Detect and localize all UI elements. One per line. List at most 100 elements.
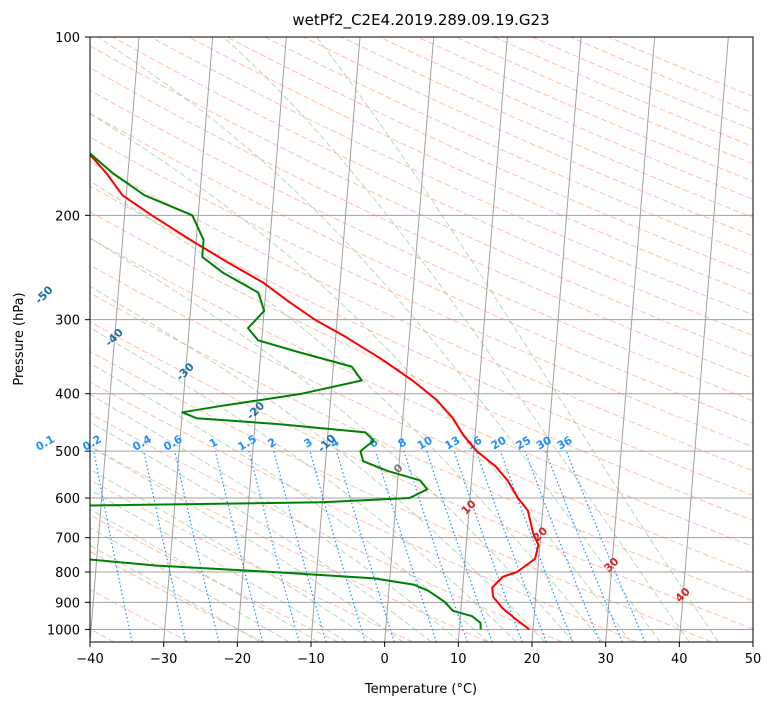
mixing-ratio-label: 0.6 xyxy=(161,432,185,453)
x-tick-label: −30 xyxy=(150,652,177,667)
moist-adiabat xyxy=(97,37,661,642)
moist-adiabat xyxy=(316,37,719,642)
mixing-ratio-label: 30 xyxy=(534,433,554,452)
moist-adiabat xyxy=(223,37,690,642)
moist-adiabat xyxy=(90,527,290,642)
mixing-ratio-labels: 0.1 0.2 0.4 0.6 1 1.5 2 3 4 6 8 10 13 16 20 25 30 36 xyxy=(34,432,575,453)
mixing-ratio-line xyxy=(499,450,574,642)
mixing-ratio-label: 8 xyxy=(396,436,409,451)
mixing-ratio-label: 20 xyxy=(489,433,509,452)
dry-adiabat xyxy=(188,37,753,296)
isotherm-line xyxy=(752,635,753,642)
mixing-ratio-line xyxy=(403,450,469,642)
isotherm-label: 10 xyxy=(459,497,479,517)
dewpoint-line xyxy=(90,152,482,630)
mixing-ratio-label: 2 xyxy=(265,436,278,451)
moist-adiabat xyxy=(90,180,603,642)
moist-adiabat xyxy=(90,393,461,642)
isotherm-line xyxy=(310,37,361,642)
mixing-ratio-lines xyxy=(93,450,646,642)
y-tick-label: 700 xyxy=(55,532,80,547)
isotherm-line xyxy=(605,37,656,642)
moist-adiabat xyxy=(90,112,632,642)
moist-adiabat xyxy=(90,508,319,642)
chart-title: wetPf2_C2E4.2019.289.09.19.G23 xyxy=(292,11,549,30)
moist-adiabat xyxy=(90,544,261,642)
mixing-ratio-line xyxy=(273,450,327,642)
mixing-ratio-label: 36 xyxy=(555,433,575,452)
isotherm-line xyxy=(163,37,214,642)
mixing-ratio-label: 0.1 xyxy=(34,433,57,454)
y-tick-label: 800 xyxy=(55,566,80,581)
dry-adiabat xyxy=(90,160,753,472)
mixing-ratio-line xyxy=(143,450,187,642)
x-tick-label: −40 xyxy=(76,652,103,667)
x-axis-ticks: −40 −30 −20 −10 0 10 20 30 40 50 xyxy=(76,642,761,667)
y-tick-label: 1000 xyxy=(47,623,80,638)
mixing-ratio-line xyxy=(426,450,493,642)
moist-adiabats xyxy=(90,37,719,642)
isobars xyxy=(90,214,753,630)
isotherm-label: -30 xyxy=(174,360,197,383)
moist-adiabat xyxy=(90,362,489,642)
dry-adiabat xyxy=(90,292,753,602)
mixing-ratio-line xyxy=(475,450,547,642)
isotherm-line xyxy=(236,37,287,642)
moist-adiabat xyxy=(90,468,376,642)
dry-adiabat xyxy=(90,381,638,642)
y-tick-label: 300 xyxy=(55,314,80,329)
dry-adiabat xyxy=(608,37,753,97)
x-tick-label: 40 xyxy=(671,652,688,667)
dry-adiabat xyxy=(90,445,488,642)
dry-adiabat xyxy=(226,37,753,276)
mixing-ratio-line xyxy=(453,450,523,642)
mixing-ratio-line xyxy=(214,450,264,642)
dry-adiabat xyxy=(531,37,753,131)
y-tick-label: 400 xyxy=(55,388,80,403)
mixing-ratio-line xyxy=(565,450,646,642)
dry-adiabat xyxy=(150,37,753,316)
mixing-ratio-label: 1 xyxy=(207,436,220,451)
moist-adiabat xyxy=(90,421,432,642)
isotherm-line xyxy=(90,37,140,642)
mixing-ratio-line xyxy=(374,450,437,642)
moist-adiabat xyxy=(90,285,546,642)
dry-adiabat xyxy=(90,112,753,425)
y-tick-label: 100 xyxy=(55,31,80,46)
moist-adiabat xyxy=(90,446,404,642)
dry-adiabat xyxy=(570,37,753,114)
x-axis-label: Temperature (°C) xyxy=(364,682,477,697)
mixing-ratio-line xyxy=(248,450,300,642)
x-tick-label: 50 xyxy=(745,652,762,667)
y-tick-label: 600 xyxy=(55,492,80,507)
mixing-ratio-line xyxy=(336,450,395,642)
y-axis-ticks: 100 200 300 400 500 600 700 800 900 1000 xyxy=(47,31,90,638)
isotherm-line xyxy=(531,37,582,642)
isotherm-label: -50 xyxy=(32,283,55,306)
x-tick-label: 0 xyxy=(381,652,389,667)
mixing-ratio-line xyxy=(524,450,601,642)
y-tick-label: 500 xyxy=(55,445,80,460)
mixing-ratio-label: 10 xyxy=(415,433,435,452)
x-tick-label: −20 xyxy=(224,652,251,667)
dry-adiabat xyxy=(90,321,753,630)
dry-adiabat xyxy=(90,211,753,522)
isotherm-line xyxy=(457,37,508,642)
moist-adiabat xyxy=(90,237,574,642)
dry-adiabat xyxy=(90,45,753,358)
mixing-ratio-label: 0.4 xyxy=(130,432,154,453)
mixing-ratio-label: 0.2 xyxy=(80,433,103,454)
plot-frame xyxy=(89,36,754,643)
y-tick-label: 200 xyxy=(55,209,80,224)
isotherm-label: -40 xyxy=(103,326,126,349)
y-tick-label: 900 xyxy=(55,596,80,611)
temperature-line xyxy=(90,153,540,631)
dry-adiabat xyxy=(90,237,753,548)
profile-series xyxy=(90,152,540,631)
dry-adiabat xyxy=(90,89,753,402)
x-tick-label: 10 xyxy=(450,652,467,667)
x-tick-label: 20 xyxy=(524,652,541,667)
dry-adiabat xyxy=(90,185,753,496)
